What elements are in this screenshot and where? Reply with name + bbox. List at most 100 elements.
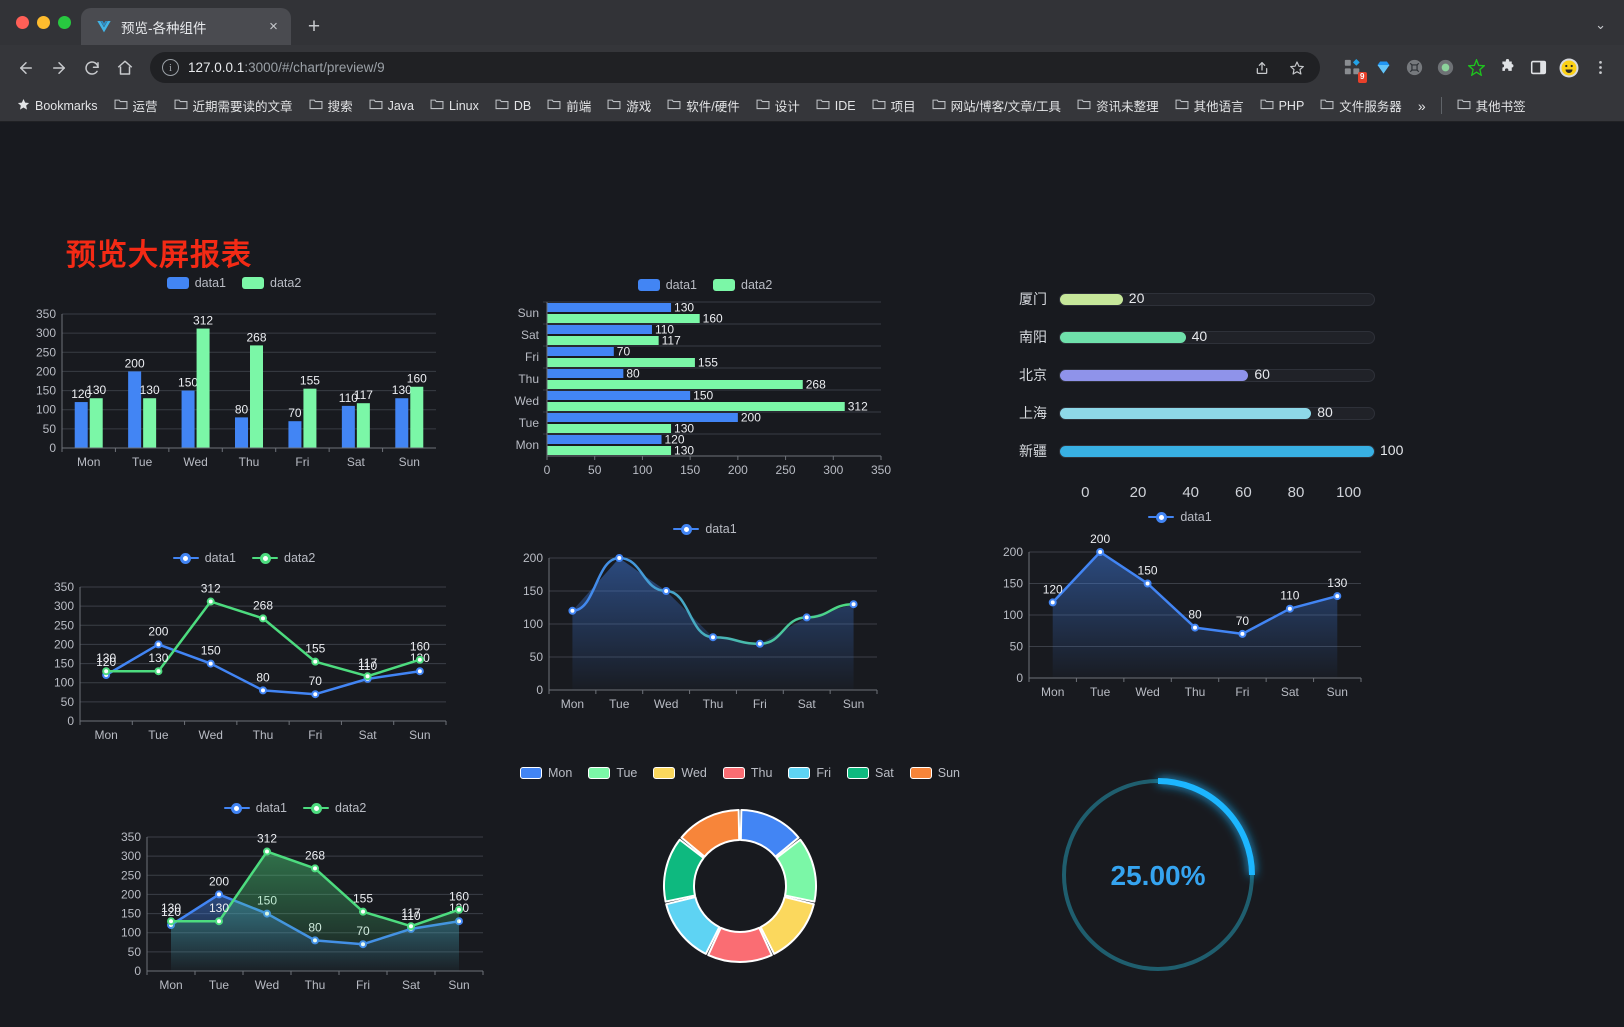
chart-canvas: 0 50 100 150 200 Mon Tue Wed Thu Fri Sat Sun [523,551,878,711]
bookmark-item[interactable]: 游戏 [600,93,658,118]
legend-label: data1 [705,522,737,536]
legend-item[interactable]: data1 [673,522,737,536]
svg-text:117: 117 [401,906,420,920]
bookmark-label: Java [387,98,414,113]
share-icon[interactable] [1246,52,1277,83]
legend-item[interactable]: data2 [713,278,772,292]
area-chart-single[interactable]: data1 0 50 100 150 200 Mon Tue Wed Thu Fri Sat Sun 1… [985,508,1375,723]
progress-track: 80 [1059,403,1375,420]
bookmark-item[interactable]: PHP [1253,94,1312,117]
svg-text:117: 117 [354,388,373,402]
bookmark-item-bookmarks[interactable]: Bookmarks [10,95,105,117]
back-icon[interactable] [10,52,41,83]
bookmark-item[interactable]: 文件服务器 [1313,93,1409,118]
folder-icon [430,97,444,114]
progress-value: 100 [1380,441,1404,458]
legend-item[interactable]: Wed [653,766,707,780]
legend-item[interactable]: data2 [252,551,315,565]
area-chart-dual[interactable]: data1 data2 0 50 100 150 200 250 300 350 Mon Tue W… [95,799,495,1014]
svg-text:312: 312 [201,582,221,596]
folder-icon [174,97,188,114]
legend-item[interactable]: data1 [172,551,236,565]
chevron-down-icon[interactable]: ⌄ [1595,17,1606,32]
page-content: 预览大屏报表 data1 data2 0 50 100 150 200 250 300 350… [0,122,1624,1027]
legend-label: Sat [875,766,894,780]
svg-text:Fri: Fri [356,978,370,992]
bookmarks-overflow-button[interactable]: » [1417,97,1426,114]
bookmark-item[interactable]: Linux [423,94,486,117]
bookmark-item[interactable]: IDE [809,94,863,117]
forward-icon[interactable] [43,52,74,83]
site-info-icon[interactable]: i [162,59,179,76]
svg-text:50: 50 [128,945,142,959]
legend-item[interactable]: data1 [637,278,697,292]
new-tab-button[interactable]: + [307,15,321,38]
legend-item[interactable]: data1 [223,801,287,815]
svg-text:120: 120 [96,655,116,669]
puzzle-icon[interactable] [1493,54,1521,82]
bookmark-item[interactable]: 运营 [107,93,165,118]
progress-value: 80 [1317,403,1333,420]
bookmark-item[interactable]: 资讯未整理 [1070,93,1166,118]
circle-icon[interactable] [1431,54,1459,82]
donut-chart[interactable]: Mon Tue Wed Thu Fri Sat Sun [519,762,960,1012]
smooth-line-chart[interactable]: data1 0 50 100 150 200 Mon Tue Wed Thu Fri Sat Sun [505,520,905,735]
svg-text:312: 312 [257,832,277,846]
legend-swatch-data1 [166,277,189,289]
legend-item[interactable]: Thu [722,766,772,780]
chart-legend: data1 data2 [34,551,454,565]
bookmark-item[interactable]: 设计 [749,93,807,118]
legend-label: data1 [204,551,236,565]
horizontal-bar-chart[interactable]: data1 data2 0 50 100 150 200 250 300 350 Sun 130 1… [505,274,905,489]
minimize-window-button[interactable] [37,16,50,29]
bookmark-item[interactable]: 网站/博客/文章/工具 [925,93,1068,118]
bookmark-item[interactable]: 前端 [540,93,598,118]
bookmark-item[interactable]: 近期需要读的文章 [167,93,300,118]
close-window-button[interactable] [16,16,29,29]
legend-item[interactable]: Tue [588,766,637,780]
legend-item[interactable]: data1 [1148,510,1212,524]
star-green-icon[interactable] [1462,54,1490,82]
legend-item[interactable]: Fri [788,766,831,780]
progress-fill [1060,369,1249,381]
address-bar[interactable]: i 127.0.0.1:3000/#/chart/preview/9 [150,52,1320,83]
maximize-window-button[interactable] [58,16,71,29]
legend-item[interactable]: Mon [519,766,572,780]
gauge-chart[interactable]: 25.00% [1048,760,1268,985]
legend-swatch [722,767,745,779]
svg-text:0: 0 [1016,671,1023,685]
svg-text:Sat: Sat [798,697,817,711]
svg-text:Mon: Mon [77,455,100,469]
chart-legend: data1 data2 [95,801,495,815]
menu-icon[interactable] [1586,54,1614,82]
bookmark-item[interactable]: DB [488,94,538,117]
star-icon[interactable] [1281,52,1312,83]
bookmark-item[interactable]: 软件/硬件 [660,93,746,118]
reload-icon[interactable] [76,52,107,83]
svg-text:160: 160 [449,890,469,904]
legend-item[interactable]: data2 [242,276,301,290]
progress-bar-chart[interactable]: 厦门 20 南阳 40 北京 60 上海 80 新疆 100 0 20 40 60 80 100 [995,280,1403,502]
vertical-bar-chart[interactable]: data1 data2 0 50 100 150 200 250 300 350 Mon 120 1… [24,272,444,487]
puzzle-grid-icon[interactable]: 9 [1338,54,1367,83]
close-icon[interactable]: × [269,18,278,35]
avatar-icon[interactable] [1555,54,1583,82]
line-chart-dual[interactable]: data1 data2 0 50 100 150 200 250 300 350 Mon Tue W… [34,547,454,762]
diamond-icon[interactable] [1369,54,1397,82]
progress-row: 新疆 100 [995,432,1403,470]
legend-item[interactable]: Sun [909,766,960,780]
bookmark-item[interactable]: 搜索 [302,93,360,118]
bookmark-item[interactable]: 项目 [865,93,923,118]
sidepanel-icon[interactable] [1524,54,1552,82]
command-icon[interactable] [1400,54,1428,82]
home-icon[interactable] [109,52,140,83]
browser-tab[interactable]: 预览-各种组件 × [81,8,291,45]
axis-tick: 80 [1287,484,1305,501]
bookmark-item-other[interactable]: 其他书签 [1450,93,1533,118]
legend-item[interactable]: data1 [166,276,226,290]
legend-item[interactable]: data2 [303,801,366,815]
svg-text:Thu: Thu [239,455,260,469]
legend-item[interactable]: Sat [847,766,894,780]
bookmark-item[interactable]: Java [362,94,421,117]
bookmark-item[interactable]: 其他语言 [1168,93,1251,118]
